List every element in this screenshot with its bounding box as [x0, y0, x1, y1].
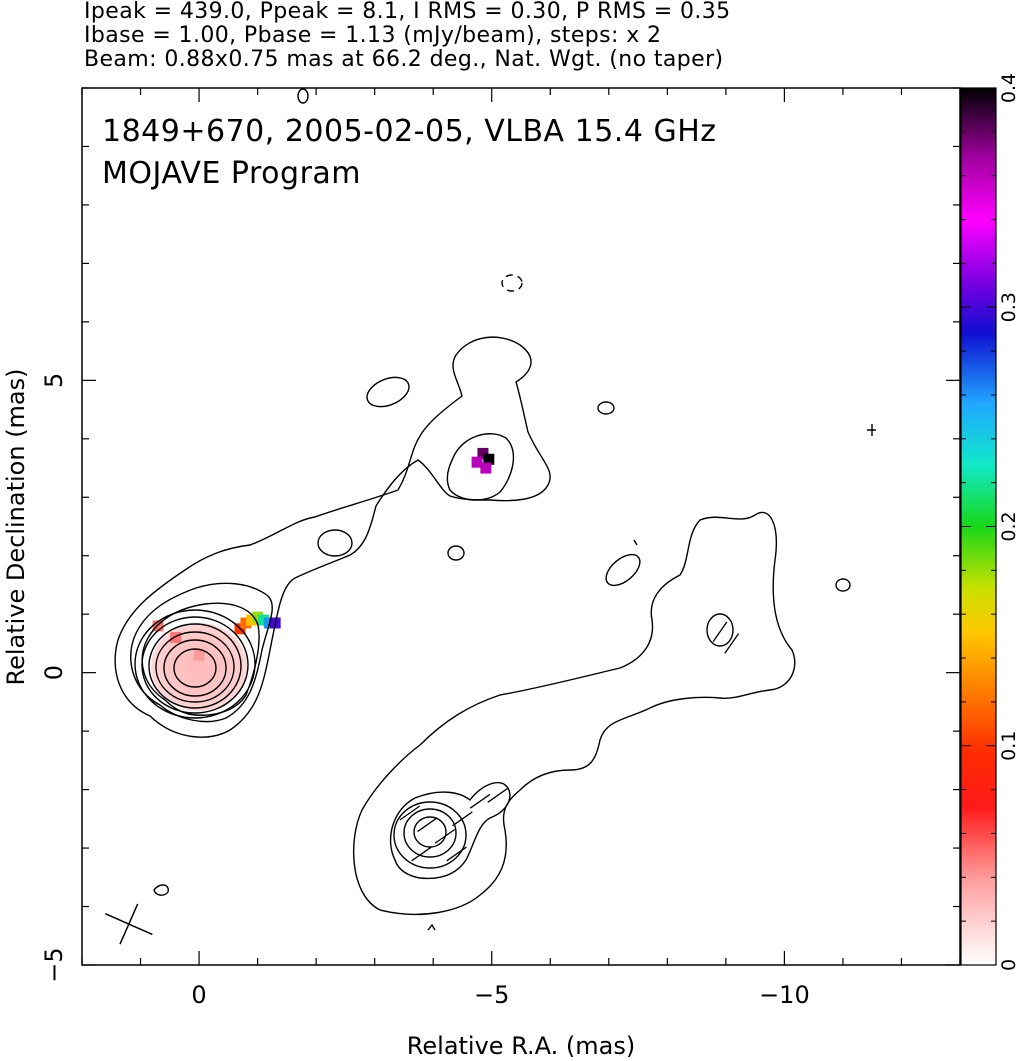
colorbar-tick-label: 0 — [998, 959, 1020, 971]
contour-3 — [141, 602, 260, 716]
beam-marker — [104, 903, 153, 945]
contour-blob-11 — [633, 539, 638, 546]
contour-blob-9 — [153, 884, 169, 896]
colorbar-tick-label: 0.4 — [998, 73, 1020, 103]
contour-knot-c — [706, 613, 734, 647]
contour-blob-10 — [427, 923, 436, 931]
pol-pixel — [252, 611, 264, 623]
contour-6 — [148, 623, 242, 709]
header-line-1: Ipeak = 439.0, Ppeak = 8.1, I RMS = 0.30… — [84, 0, 731, 24]
pol-pixel — [193, 649, 205, 661]
contour-4 — [134, 609, 256, 719]
colorbar-labels: 0 0.1 0.2 0.3 0.4 — [998, 73, 1020, 971]
plot-frame — [81, 87, 961, 966]
contour-8 — [163, 639, 227, 697]
evpa-tick — [411, 846, 432, 862]
y-tick-label: 5 — [40, 373, 68, 388]
contour-blob-5 — [447, 545, 465, 561]
contour-blob-8 — [867, 424, 876, 436]
pol-pixel — [246, 614, 258, 626]
contour-knot-b — [446, 433, 515, 501]
x-tick-label: −10 — [759, 981, 810, 1009]
pol-pixel — [480, 462, 492, 474]
evpa-tick — [724, 633, 740, 654]
axis-ticks — [81, 87, 961, 966]
contour-blob-4 — [835, 578, 851, 592]
contour-knot-a — [317, 529, 353, 557]
pol-pixel — [483, 453, 495, 465]
evpa-tick — [452, 811, 473, 827]
contour-blob-6 — [501, 274, 523, 292]
axis-tick-labels: 0 −5 −10 −5 0 5 — [40, 373, 810, 1009]
x-tick-label: −5 — [474, 981, 509, 1009]
contour-lower-knot-2 — [389, 782, 511, 880]
colorbar-tick-label: 0.3 — [998, 292, 1020, 322]
pol-pixel — [152, 620, 164, 632]
x-tick-label: 0 — [191, 981, 206, 1009]
contour-lower-jet — [353, 511, 796, 916]
evpa-tick — [487, 788, 508, 803]
evpa-tick — [446, 846, 467, 862]
y-tick-label: 0 — [40, 665, 68, 680]
total-intensity-contours — [114, 88, 876, 931]
contour-blob-7 — [297, 88, 309, 104]
contour-blob-1 — [366, 376, 410, 408]
contour-9 — [173, 648, 217, 688]
pol-pixel — [471, 456, 483, 468]
x-axis-label: Relative R.A. (mas) — [407, 1032, 635, 1060]
contour-lower-knot-5 — [413, 816, 447, 848]
evpa-tick — [434, 828, 456, 844]
pol-pixel — [170, 632, 182, 644]
contour-2 — [130, 582, 273, 723]
header-line-3: Beam: 0.88x0.75 mas at 66.2 deg., Nat. W… — [84, 47, 724, 72]
contour-blob-2 — [605, 553, 641, 587]
pol-pixel — [240, 617, 252, 629]
chart-title: 1849+670, 2005-02-05, VLBA 15.4 GHz — [102, 114, 717, 149]
evpa-tick — [712, 621, 728, 642]
contour-5 — [141, 616, 249, 714]
beam-minor-axis — [119, 903, 139, 945]
contour-lower-knot-3 — [393, 801, 467, 869]
colorbar-ticks — [961, 87, 996, 966]
evpa-tick — [417, 817, 438, 833]
header: Ipeak = 439.0, Ppeak = 8.1, I RMS = 0.30… — [84, 0, 1014, 72]
y-axis-label: Relative Declination (mas) — [2, 368, 30, 685]
colorbar-tick-label: 0.2 — [998, 511, 1020, 541]
contour-lower-knot-4 — [403, 808, 457, 858]
pol-pixel — [477, 447, 489, 459]
evpa-tick — [469, 793, 491, 809]
contour-blob-3 — [597, 401, 615, 415]
polarization-pixels — [151, 447, 495, 711]
chart-subtitle: MOJAVE Program — [102, 156, 361, 191]
header-line-2: Ibase = 1.00, Pbase = 1.13 (mJy/beam), s… — [84, 23, 662, 48]
pol-pixel — [257, 614, 269, 626]
contour-lowest — [114, 336, 551, 738]
evpa-vectors — [399, 621, 740, 862]
evpa-tick — [399, 805, 420, 821]
colorbar-tick-label: 0.1 — [998, 731, 1020, 761]
y-tick-label: −5 — [40, 947, 68, 982]
contour-7 — [155, 631, 235, 703]
